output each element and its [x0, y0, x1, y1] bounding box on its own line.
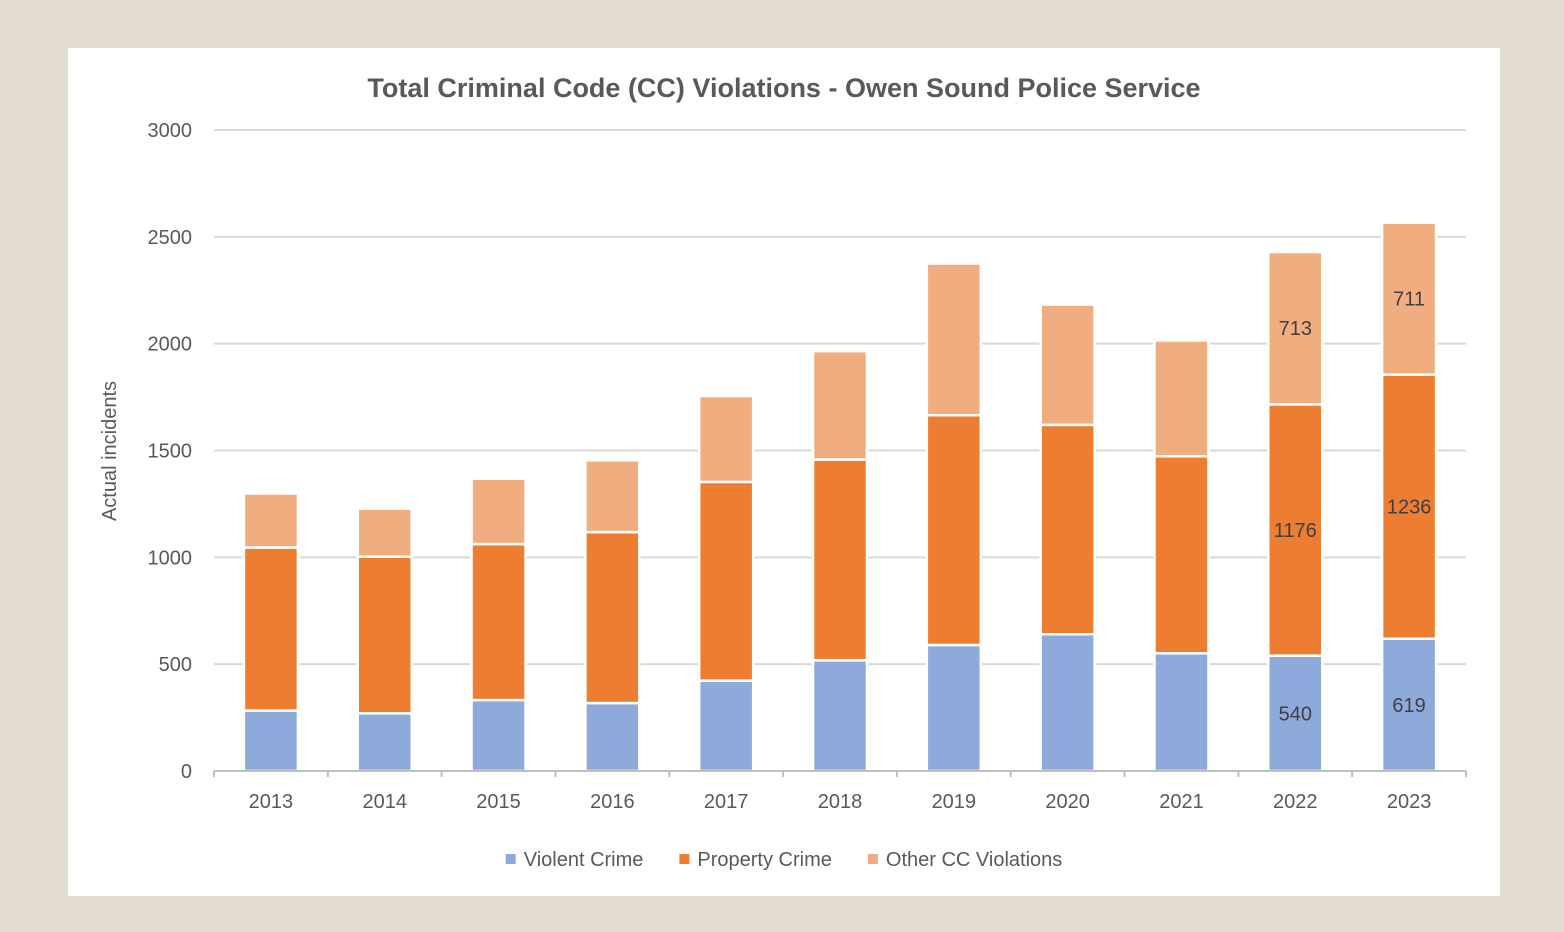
data-label: 713 — [1279, 318, 1312, 340]
legend-item: Violent Crime — [505, 849, 644, 871]
y-tick-label: 1000 — [148, 547, 193, 569]
bar-segment — [925, 643, 983, 773]
y-tick-label: 1500 — [148, 441, 193, 463]
x-tick-label: 2020 — [1045, 791, 1090, 813]
bar-segment — [925, 262, 983, 417]
y-tick-label: 500 — [159, 654, 192, 676]
x-tick-label: 2013 — [249, 791, 294, 813]
y-axis-ticks: 0 500 1000 1500 2000 2500 3000 — [148, 120, 193, 783]
x-tick-label: 2016 — [590, 791, 635, 813]
legend-label: Other CC Violations — [886, 849, 1062, 871]
x-tick-label: 2023 — [1387, 791, 1432, 813]
x-tick-label: 2018 — [818, 791, 863, 813]
x-tick-label: 2015 — [476, 791, 520, 813]
data-label: 619 — [1392, 695, 1425, 717]
bar-segment — [697, 679, 755, 773]
bar-segment — [697, 480, 755, 682]
bar-segment — [584, 530, 641, 705]
y-axis-label: Actual incidents — [99, 381, 121, 521]
legend-item: Other CC Violations — [867, 849, 1062, 871]
y-tick-label: 0 — [181, 761, 192, 783]
bar-segment — [1039, 303, 1096, 427]
bar-segment — [1267, 403, 1324, 657]
legend-item: Property Crime — [679, 849, 832, 871]
x-tick-label: 2014 — [362, 791, 407, 813]
legend-swatch — [505, 854, 516, 864]
chart-title: Total Criminal Code (CC) Violations - Ow… — [367, 73, 1200, 103]
bar-segment — [811, 659, 869, 773]
bar-segment — [1039, 423, 1096, 636]
stacked-bar-chart: Total Criminal Code (CC) Violations - Ow… — [99, 73, 1467, 871]
x-tick-label: 2022 — [1273, 791, 1318, 813]
bar-segment — [470, 698, 527, 773]
x-tick-label: 2019 — [932, 791, 977, 813]
bar-segment — [584, 459, 641, 534]
data-labels: 540 1176 713 619 1236 711 — [1274, 289, 1432, 726]
y-tick-label: 2500 — [148, 227, 193, 249]
bar-segment — [1380, 373, 1438, 640]
y-tick-label: 3000 — [148, 120, 193, 142]
bar-segment — [1153, 339, 1210, 458]
legend-swatch — [867, 854, 878, 864]
bar-segment — [1380, 221, 1438, 376]
bar-segment — [470, 542, 527, 702]
data-label: 1176 — [1274, 520, 1317, 542]
legend-label: Property Crime — [697, 849, 831, 871]
x-tick-label: 2021 — [1159, 791, 1204, 813]
x-tick-label: 2017 — [704, 791, 749, 813]
y-tick-label: 2000 — [148, 334, 193, 356]
bar-segment — [811, 458, 869, 662]
bar-segment — [356, 712, 413, 773]
legend: Violent Crime Property Crime Other CC Viol… — [505, 849, 1062, 871]
data-label: 540 — [1279, 703, 1312, 725]
bar-segment — [1153, 652, 1210, 773]
chart-card: Total Criminal Code (CC) Violations - Ow… — [68, 48, 1500, 896]
x-axis: 2013 2014 2015 2016 2017 2018 2019 2020 2021 2022… — [213, 770, 1467, 813]
data-label: 1236 — [1387, 497, 1432, 519]
bar-segment — [470, 477, 527, 546]
bar-segment — [697, 394, 755, 484]
data-label: 711 — [1393, 289, 1425, 311]
bar-segment — [1153, 455, 1210, 655]
bar-segment — [356, 555, 413, 715]
bars — [242, 221, 1438, 773]
bar-segment — [242, 709, 300, 773]
bar-segment — [1267, 250, 1324, 406]
legend-swatch — [679, 854, 690, 864]
bar-segment — [925, 413, 983, 647]
legend-label: Violent Crime — [524, 849, 644, 871]
bar-segment — [584, 701, 641, 773]
bar-segment — [356, 507, 413, 558]
bar-segment — [242, 492, 300, 549]
bar-segment — [1039, 633, 1096, 773]
bar-segment — [242, 546, 300, 712]
bar-segment — [811, 349, 869, 461]
